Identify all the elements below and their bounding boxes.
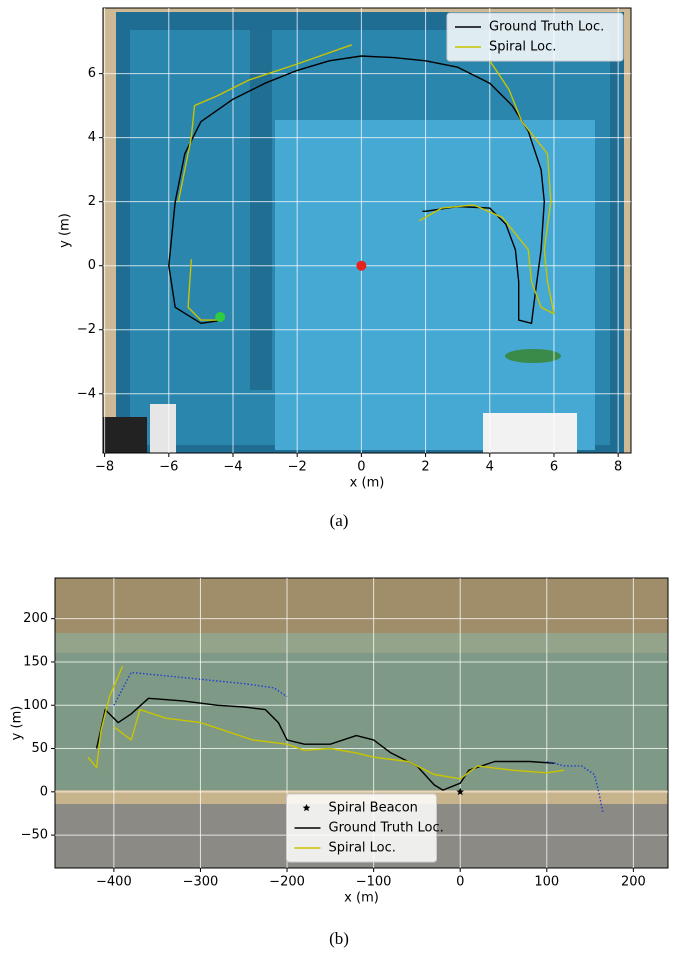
caption: (b) <box>329 929 349 948</box>
x-tick-label: 0 <box>357 460 365 475</box>
y-tick-label: 0 <box>88 258 96 273</box>
pool-image <box>103 8 631 453</box>
x-tick-label: −2 <box>288 460 307 475</box>
trajectory-line <box>177 44 555 321</box>
legend-label: Ground Truth Loc. <box>329 821 444 836</box>
x-tick-label: −4 <box>223 460 242 475</box>
y-tick-label: 6 <box>88 66 96 81</box>
trajectory-line <box>168 55 545 324</box>
x-tick-label: −300 <box>183 875 219 890</box>
legend-box <box>446 12 624 62</box>
x-tick-label: −100 <box>356 875 392 890</box>
legend-box <box>286 793 437 863</box>
coast-image <box>55 578 668 868</box>
x-axis-label: x (m) <box>344 891 379 906</box>
axes-frame <box>102 7 632 454</box>
y-tick-label: 200 <box>23 611 48 626</box>
trajectory-line <box>87 666 565 780</box>
x-tick-label: 4 <box>486 460 494 475</box>
x-tick-label: −200 <box>269 875 305 890</box>
y-tick-label: −4 <box>77 386 96 401</box>
x-tick-label: −8 <box>95 460 114 475</box>
x-axis-label: x (m) <box>350 476 385 491</box>
beacon-marker <box>456 787 464 796</box>
legend-label: Spiral Loc. <box>329 841 396 856</box>
y-tick-label: −2 <box>77 322 96 337</box>
x-tick-label: 200 <box>621 875 646 890</box>
x-tick-label: 8 <box>614 460 622 475</box>
y-tick-label: 100 <box>23 698 48 713</box>
legend: Spiral Beacon Ground Truth Loc. Spiral Loc… <box>286 793 444 863</box>
trajectory-line <box>95 697 556 791</box>
x-tick-label: 100 <box>534 875 559 890</box>
y-tick-label: 4 <box>88 130 96 145</box>
axes-frame <box>54 577 669 869</box>
point-marker <box>356 260 367 271</box>
legend-label: Ground Truth Loc. <box>489 20 604 35</box>
point-marker <box>215 311 226 322</box>
legend-swatch <box>302 804 311 812</box>
x-tick-label: −6 <box>159 460 178 475</box>
y-axis-label: y (m) <box>10 706 25 741</box>
y-tick-label: 150 <box>23 654 48 669</box>
x-tick-label: 6 <box>550 460 558 475</box>
caption: (a) <box>330 511 349 530</box>
x-tick-label: 2 <box>421 460 429 475</box>
legend: Ground Truth Loc. Spiral Loc. <box>446 12 624 62</box>
y-tick-label: 2 <box>88 194 96 209</box>
x-tick-label: 0 <box>456 875 464 890</box>
legend-label: Spiral Loc. <box>489 40 556 55</box>
y-tick-label: −50 <box>21 828 48 843</box>
legend-label: Spiral Beacon <box>329 801 418 816</box>
y-tick-label: 0 <box>40 784 48 799</box>
y-axis-label: y (m) <box>58 213 73 248</box>
trajectory-line <box>113 671 604 814</box>
y-tick-label: 50 <box>31 741 48 756</box>
x-tick-label: −400 <box>96 875 132 890</box>
